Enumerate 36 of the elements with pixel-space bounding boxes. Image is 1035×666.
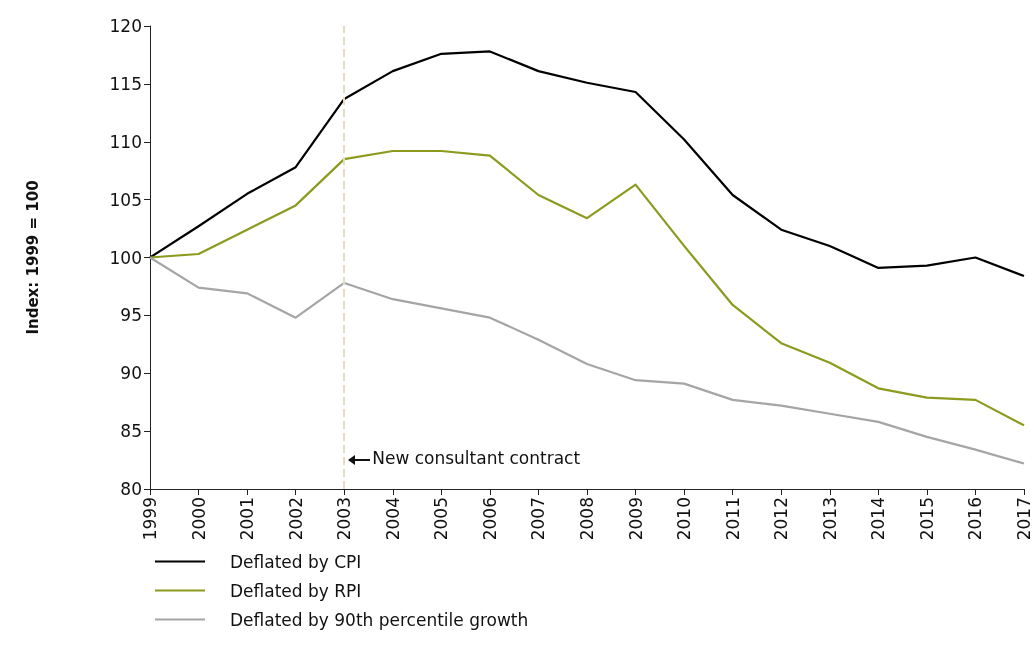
- x-tick-label: 2003: [334, 497, 355, 541]
- x-tick-label: 2009: [625, 497, 646, 541]
- x-tick-label: 1999: [140, 497, 160, 541]
- y-tick-label: 85: [120, 421, 142, 442]
- line-series: [148, 256, 1026, 465]
- x-tick-label: 2006: [479, 497, 500, 541]
- line-series: [148, 149, 1026, 427]
- x-tick-label: 2016: [965, 497, 986, 541]
- x-tick-label: 2001: [237, 497, 258, 541]
- x-tick-label: 2013: [819, 497, 840, 541]
- x-tick-label: 2005: [431, 497, 452, 541]
- x-tick-label: 2017: [1014, 497, 1034, 541]
- x-tick-label: 2007: [528, 497, 549, 541]
- x-tick-label: 2008: [577, 497, 597, 541]
- x-tick-label: 2012: [771, 497, 792, 541]
- x-tick-label: 2004: [382, 497, 403, 541]
- legend-label: Deflated by CPI: [230, 551, 362, 572]
- y-tick-label: 120: [109, 16, 142, 36]
- legend-label: Deflated by 90th percentile growth: [230, 609, 529, 630]
- x-tick-label: 2014: [868, 497, 889, 541]
- x-tick-label: 2011: [722, 497, 743, 541]
- x-tick-label: 2015: [916, 497, 937, 541]
- x-tick-label: 2010: [674, 497, 695, 541]
- y-axis-title: Index: 1999 = 100: [23, 180, 42, 335]
- y-tick-label: 80: [120, 479, 142, 499]
- legend-label: Deflated by RPI: [230, 580, 362, 601]
- x-tick-label: 2000: [188, 497, 209, 541]
- y-tick-label: 105: [109, 189, 142, 210]
- annotation: New consultant contract: [372, 447, 581, 468]
- y-tick-label: 110: [109, 131, 142, 152]
- y-tick-label: 95: [120, 305, 142, 326]
- y-tick-label: 115: [109, 73, 142, 94]
- y-tick-label: 90: [120, 363, 142, 384]
- line-series: [148, 50, 1026, 278]
- y-tick-label: 100: [109, 247, 142, 268]
- x-tick-label: 2002: [285, 497, 306, 541]
